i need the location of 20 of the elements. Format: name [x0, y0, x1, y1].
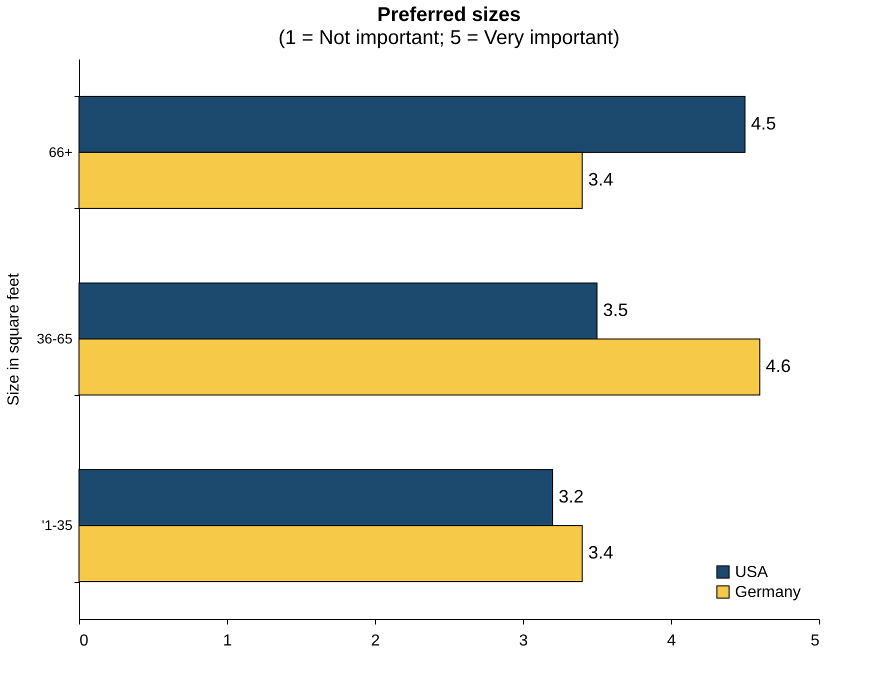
legend-label: USA: [735, 564, 768, 581]
y-tick-label: '1-35: [42, 517, 73, 534]
data-label: 3.5: [603, 300, 628, 320]
y-axis-title: Size in square feet: [6, 272, 23, 406]
y-tick-label: 66+: [48, 144, 72, 160]
legend-label: Germany: [735, 584, 801, 601]
data-label: 4.6: [766, 356, 791, 376]
data-label: 3.4: [588, 542, 614, 563]
x-tick-label: 5: [810, 632, 820, 650]
x-tick-label: 0: [80, 632, 88, 650]
y-tick-label: 36-65: [36, 330, 73, 346]
chart-subtitle: (1 = Not important; 5 = Very important): [278, 27, 620, 49]
x-tick-label: 2: [371, 632, 380, 650]
data-label: 4.5: [751, 113, 776, 134]
chart-title: Preferred sizes: [377, 4, 521, 26]
data-label: 3.2: [558, 486, 584, 507]
x-tick-label: 3: [519, 632, 528, 650]
data-label: 3.4: [588, 169, 614, 190]
x-tick-label: 1: [223, 632, 232, 650]
x-tick-label: 4: [667, 632, 676, 650]
